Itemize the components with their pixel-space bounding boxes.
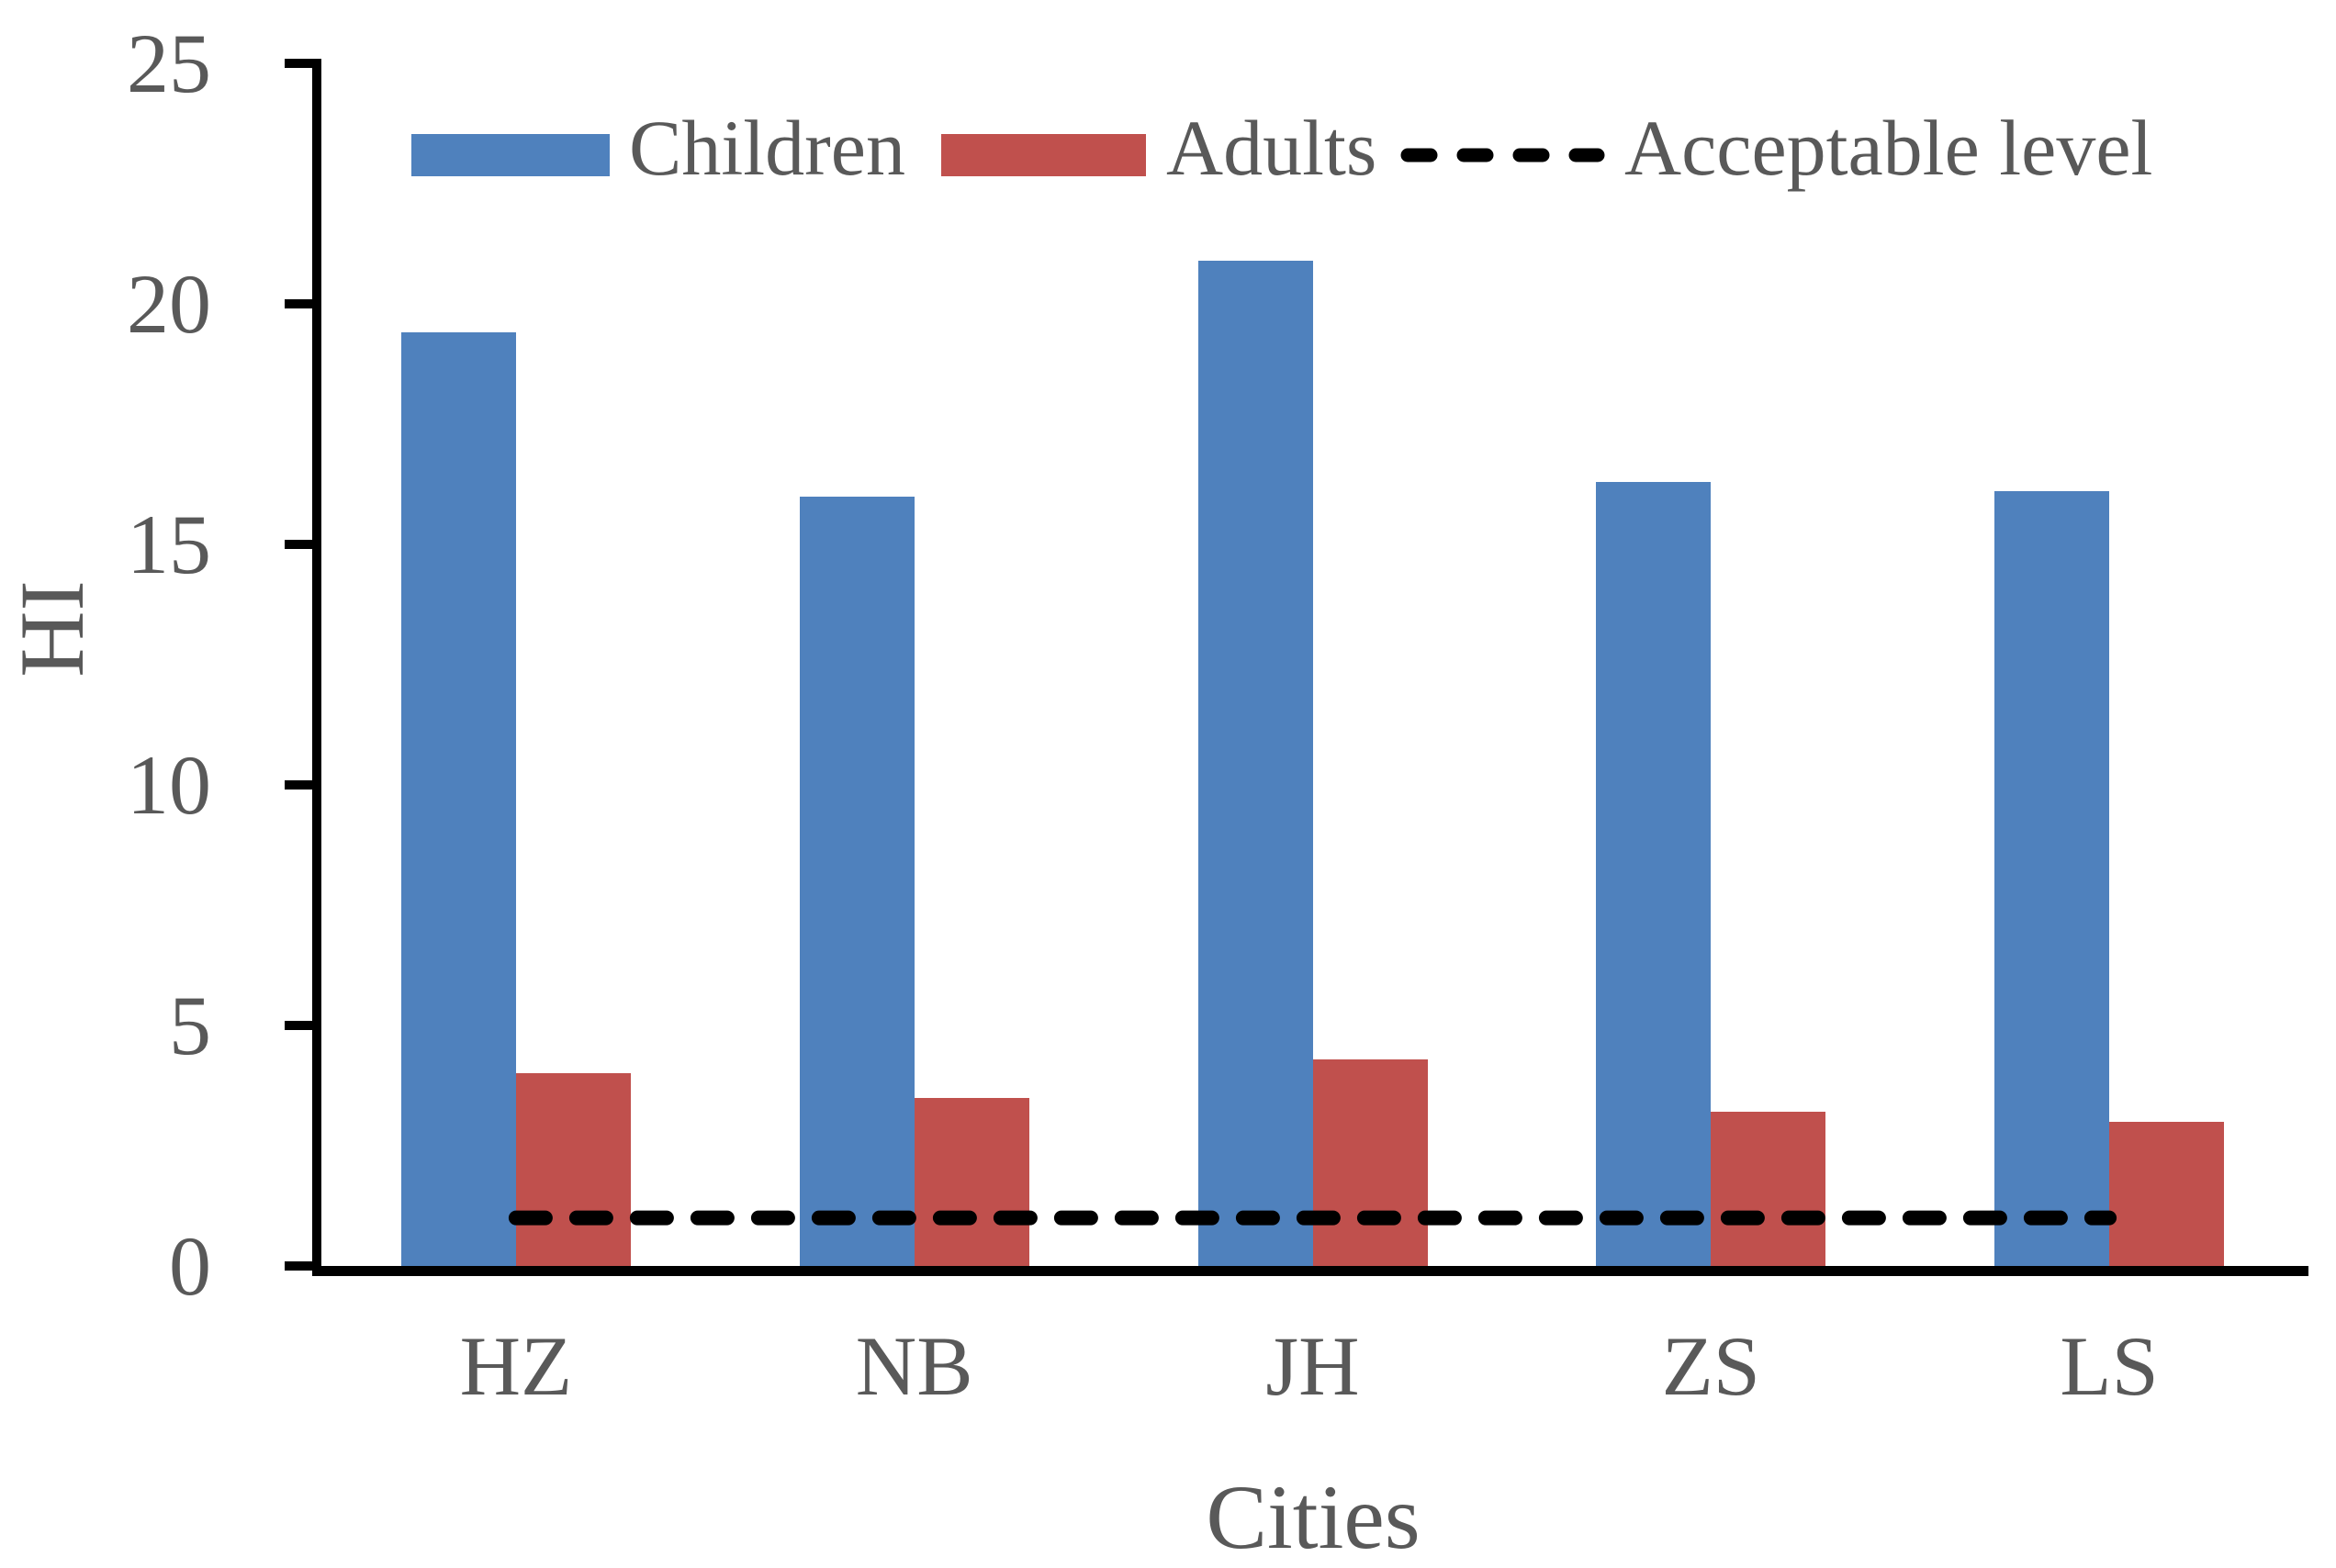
y-tick-25 [285, 59, 314, 68]
y-axis-line [312, 59, 321, 1276]
bar-children-JH [1197, 260, 1313, 1266]
bar-adults-ZS [1711, 1112, 1826, 1266]
x-category-label-ZS: ZS [1661, 1319, 1760, 1413]
legend-label-children: Children [629, 104, 905, 192]
x-category-label-HZ: HZ [459, 1319, 573, 1413]
legend-label-adults: Adults [1166, 104, 1377, 192]
bar-children-LS [1994, 491, 2110, 1266]
legend-label-acceptable-level: Acceptable level [1624, 104, 2153, 192]
plot-area [317, 63, 2308, 1266]
legend-dash-sample [1400, 148, 1605, 162]
y-tick-0 [285, 1261, 314, 1271]
y-tick-label-20: 20 [127, 257, 211, 351]
bar-adults-JH [1312, 1058, 1428, 1266]
y-tick-label-15: 15 [127, 498, 211, 591]
y-tick-20 [285, 299, 314, 308]
bar-adults-HZ [515, 1073, 631, 1266]
x-axis-line [312, 1266, 2308, 1276]
x-category-label-NB: NB [855, 1319, 973, 1413]
bar-adults-NB [914, 1097, 1029, 1266]
bar-children-HZ [400, 332, 516, 1266]
y-tick-label-0: 0 [169, 1219, 211, 1313]
y-tick-15 [285, 540, 314, 549]
legend-swatch-adults [941, 134, 1146, 176]
x-category-label-LS: LS [2060, 1319, 2159, 1413]
acceptable-level-line [508, 1210, 2117, 1226]
bar-children-NB [799, 496, 915, 1266]
x-category-label-JH: JH [1265, 1319, 1360, 1413]
y-tick-10 [285, 780, 314, 790]
y-tick-label-5: 5 [169, 979, 211, 1072]
bar-adults-LS [2109, 1121, 2225, 1266]
bar-children-ZS [1596, 481, 1712, 1266]
y-tick-label-25: 25 [127, 17, 211, 110]
y-tick-label-10: 10 [127, 738, 211, 832]
x-axis-title: Cities [1206, 1466, 1421, 1568]
y-tick-5 [285, 1021, 314, 1030]
legend-swatch-children [411, 134, 610, 176]
